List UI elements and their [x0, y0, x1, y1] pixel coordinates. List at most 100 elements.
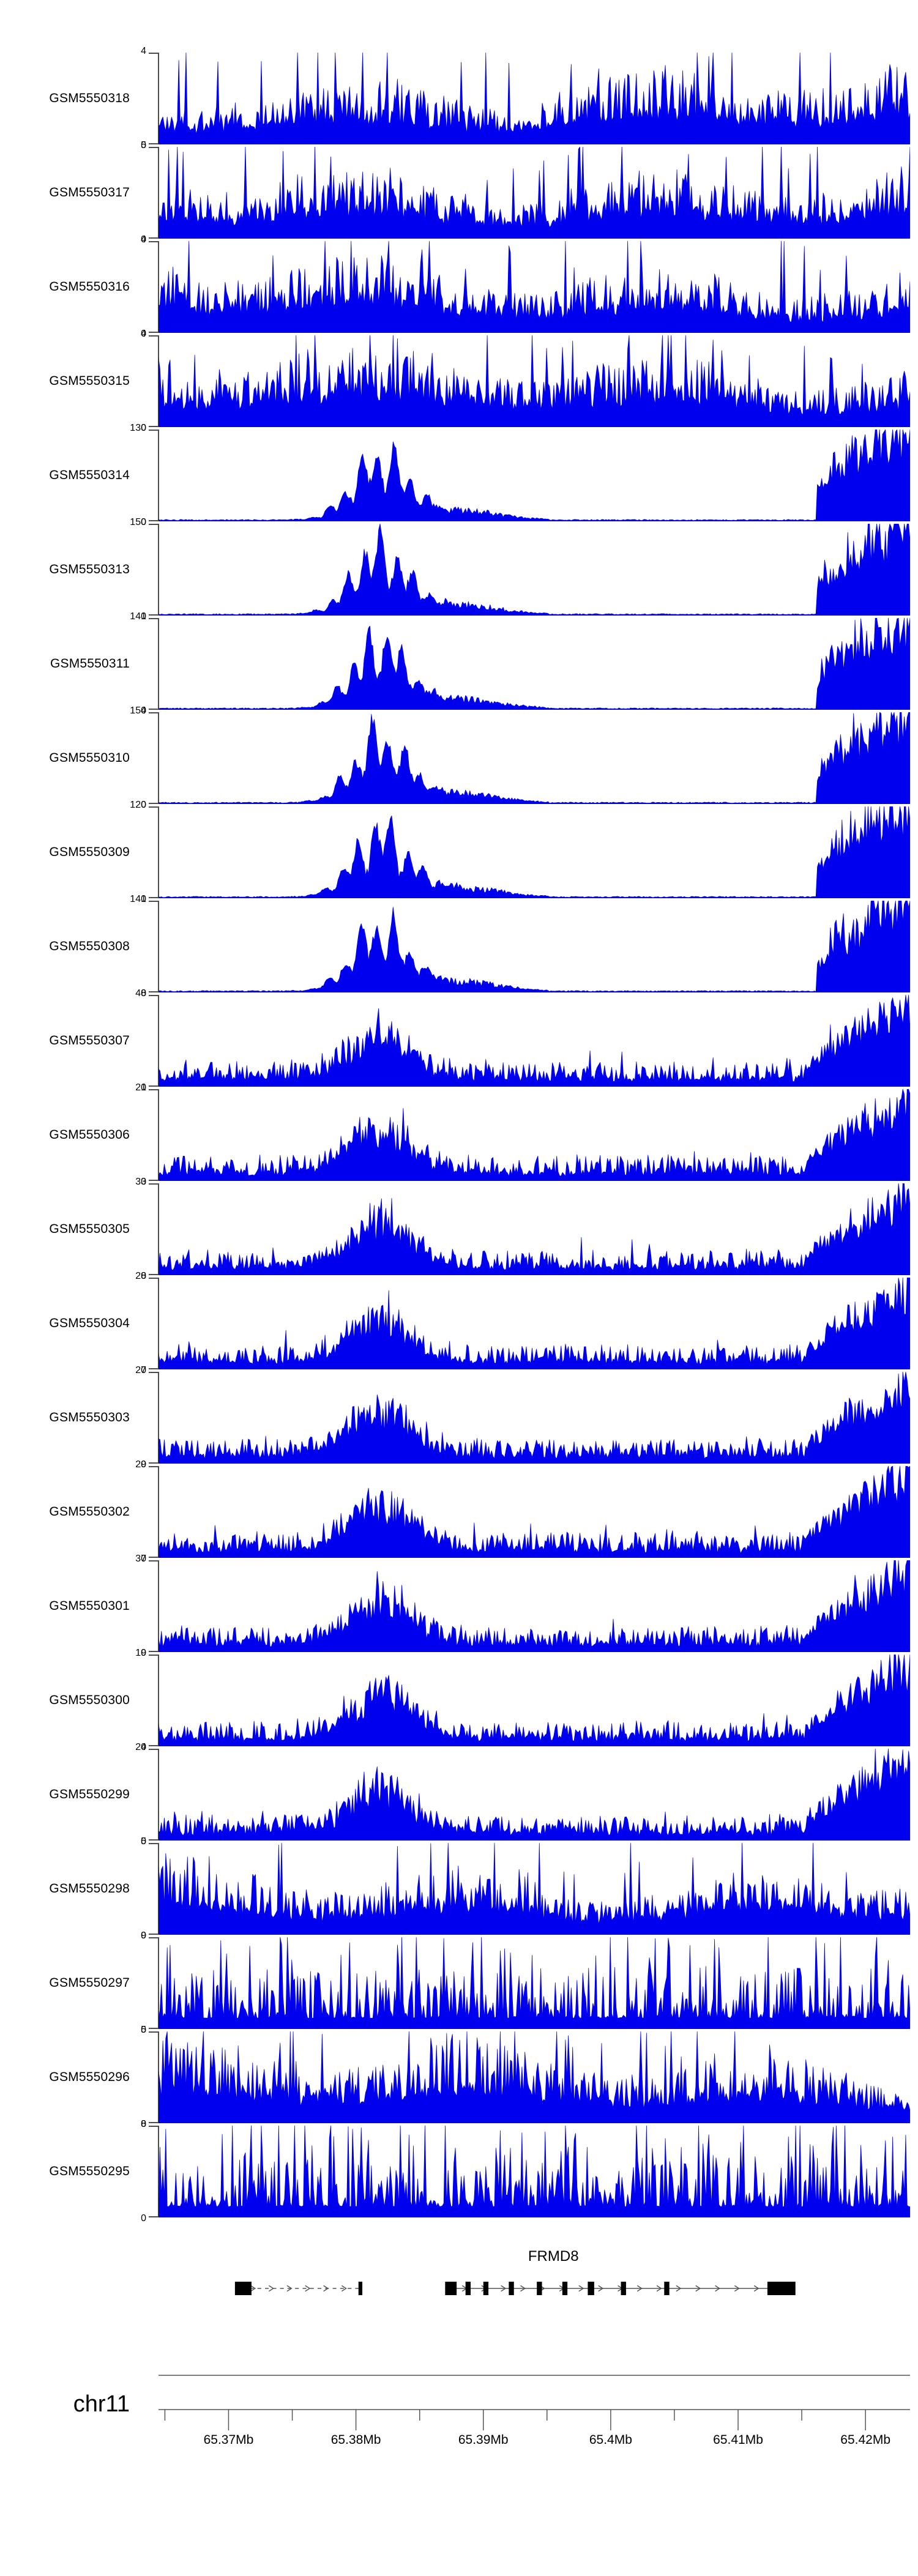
y-axis-min-label: 0: [141, 1554, 146, 1564]
y-axis-max-label: 141: [130, 894, 146, 904]
coverage-signal-plot: [159, 1466, 910, 1558]
coverage-signal-plot: [159, 901, 910, 992]
y-axis-tick-min: [149, 1085, 159, 1087]
coverage-signal-plot: [159, 1937, 910, 2029]
y-axis-tick-max: [149, 1843, 159, 1844]
coverage-signal-plot: [159, 2031, 910, 2123]
y-axis-tick-max: [149, 1749, 159, 1750]
track-label-gsm5550295: GSM5550295: [49, 2164, 130, 2178]
y-axis-tick-max: [149, 618, 159, 619]
y-axis-line: [158, 53, 159, 144]
y-axis-min-label: 0: [141, 1648, 146, 1658]
y-axis-max-label: 33: [135, 1177, 146, 1187]
y-axis-min-label: 0: [141, 234, 146, 245]
track-label-gsm5550303: GSM5550303: [49, 1410, 130, 1424]
y-axis-min-label: 0: [141, 611, 146, 622]
y-axis-min-label: 0: [141, 1271, 146, 1281]
y-axis-min-label: 0: [141, 1742, 146, 1752]
coverage-track: GSM5550306 21 0: [0, 1082, 918, 1187]
track-y-axis: 21 0: [135, 1082, 159, 1187]
y-axis-max-label: 5: [141, 1836, 146, 1847]
y-axis-min-label: 0: [141, 1836, 146, 1847]
track-y-axis: 120 0: [130, 800, 159, 904]
coverage-track: GSM5550317 5 0: [0, 140, 918, 245]
genome-coordinate-axis: chr11 65.37Mb 65.38Mb 65.39Mb 65.4Mb 65.41Mb…: [0, 2374, 918, 2466]
coverage-track: GSM5550318 4 0: [0, 46, 918, 151]
y-axis-tick-max: [149, 1560, 159, 1562]
y-axis-tick-min: [149, 143, 159, 144]
coverage-signal-plot: [159, 712, 910, 804]
y-axis-line: [158, 1655, 159, 1746]
coverage-signal-plot: [159, 618, 910, 710]
track-y-axis: 24 0: [135, 1742, 159, 1847]
coverage-signal-plot: [159, 430, 910, 521]
track-label-gsm5550309: GSM5550309: [49, 845, 130, 859]
y-axis-line: [158, 806, 159, 898]
y-axis-tick-min: [149, 520, 159, 521]
coverage-signal-plot: [159, 995, 910, 1087]
coverage-track: GSM5550298 5 0: [0, 1836, 918, 1941]
y-axis-tick-min: [149, 237, 159, 239]
coverage-track: GSM5550315 4 0: [0, 329, 918, 433]
y-axis-max-label: 21: [135, 1082, 146, 1093]
y-axis-line: [158, 1372, 159, 1464]
y-axis-tick-min: [149, 1651, 159, 1652]
y-axis-max-label: 154: [130, 705, 146, 716]
y-axis-max-label: 8: [141, 2119, 146, 2129]
track-label-gsm5550300: GSM5550300: [49, 1693, 130, 1707]
chromosome-label: chr11: [73, 2391, 130, 2417]
coverage-track: GSM5550295 8 0: [0, 2119, 918, 2224]
gene-model-graphic: [159, 2276, 910, 2301]
y-axis-tick-max: [149, 335, 159, 337]
y-axis-tick-min: [149, 332, 159, 333]
coverage-track: GSM5550300 19 0: [0, 1648, 918, 1752]
coverage-track: GSM5550299 24 0: [0, 1742, 918, 1847]
coverage-signal-plot: [159, 1560, 910, 1652]
coverage-track: GSM5550297 9 0: [0, 1930, 918, 2035]
y-axis-min-label: 0: [141, 423, 146, 433]
coverage-signal-plot: [159, 806, 910, 898]
y-axis-line: [158, 1183, 159, 1275]
track-label-gsm5550310: GSM5550310: [49, 751, 130, 765]
y-axis-tick-min: [149, 991, 159, 992]
y-axis-tick-min: [149, 2028, 159, 2029]
axis-ruler-graphic: [159, 2374, 910, 2454]
y-axis-tick-min: [149, 709, 159, 710]
coverage-track: GSM5550310 154 0: [0, 705, 918, 810]
y-axis-min-label: 0: [141, 2025, 146, 2035]
y-axis-min-label: 0: [141, 1365, 146, 1375]
track-label-gsm5550311: GSM5550311: [50, 657, 130, 671]
y-axis-line: [158, 1560, 159, 1652]
coverage-track: GSM5550311 141 0: [0, 611, 918, 716]
y-axis-min-label: 0: [141, 705, 146, 716]
coverage-track: GSM5550301 37 0: [0, 1554, 918, 1658]
track-y-axis: 28 0: [135, 1271, 159, 1375]
coverage-signal-plot: [159, 1372, 910, 1464]
track-y-axis: 19 0: [135, 1648, 159, 1752]
y-axis-line: [158, 524, 159, 616]
y-axis-tick-max: [149, 241, 159, 242]
y-axis-max-label: 28: [135, 1271, 146, 1281]
track-y-axis: 37 0: [135, 1554, 159, 1658]
y-axis-tick-min: [149, 2216, 159, 2217]
y-axis-line: [158, 1278, 159, 1369]
y-axis-tick-min: [149, 1368, 159, 1369]
y-axis-tick-min: [149, 803, 159, 804]
y-axis-tick-min: [149, 1934, 159, 1935]
coverage-track: GSM5550307 48 0: [0, 988, 918, 1093]
y-axis-tick-max: [149, 1089, 159, 1090]
y-axis-tick-max: [149, 806, 159, 808]
y-axis-tick-max: [149, 1466, 159, 1467]
y-axis-line: [158, 147, 159, 239]
y-axis-min-label: 0: [141, 2213, 146, 2224]
track-y-axis: 141 0: [130, 894, 159, 999]
track-label-gsm5550296: GSM5550296: [49, 2070, 130, 2084]
y-axis-max-label: 9: [141, 1930, 146, 1941]
y-axis-max-label: 48: [135, 988, 146, 999]
coverage-track: GSM5550314 130 0: [0, 423, 918, 527]
